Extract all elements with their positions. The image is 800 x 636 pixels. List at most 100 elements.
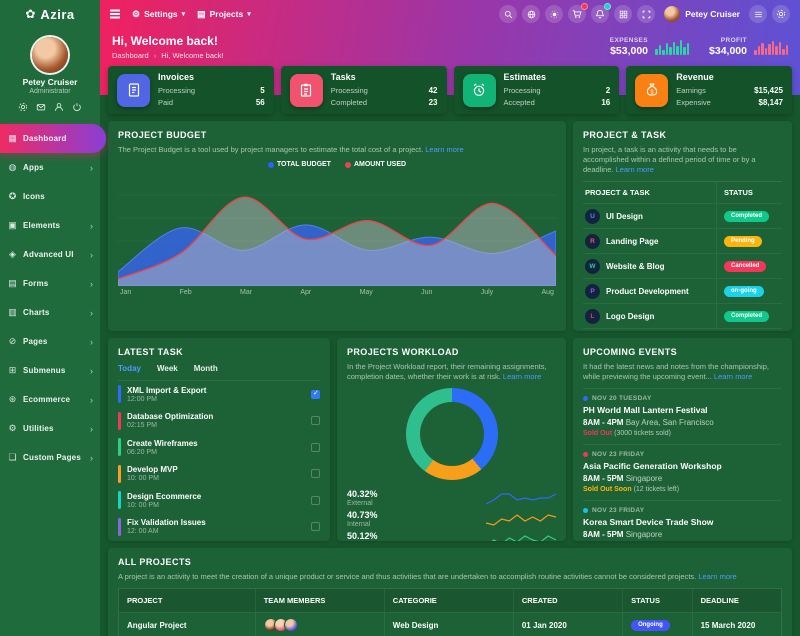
event-status: Sold Out Soon [583,486,632,494]
chevron-right-icon: › [90,278,93,289]
sidebar-item-utilities[interactable]: ⚙ Utilities › [8,423,93,434]
settings-icon[interactable] [18,102,28,112]
tab-month[interactable]: Month [193,364,218,373]
task-checkbox[interactable] [311,389,320,399]
event-dot [583,508,588,514]
sidebar: ✿ Azira Petey Cruiser Administrator ▦ Da… [0,0,106,636]
apps-grid-button[interactable] [614,5,633,23]
hamburger-menu-icon[interactable] [110,13,120,15]
learn-more-link[interactable]: Learn more [502,372,542,382]
sidebar-item-charts[interactable]: ▥ Charts › [8,307,93,318]
latest-task-panel: LATEST TASK Today Week Month XML Import … [108,338,330,541]
learn-more-link[interactable]: Learn more [425,145,464,154]
settings-gear-icon: ⚙ [132,8,141,19]
learn-more-link[interactable]: Learn more [698,572,737,581]
user-avatar[interactable] [32,37,68,73]
legend-total-budget: TOTAL BUDGET [267,161,331,168]
invoices-card[interactable]: Invoices Processing 5 Paid 56 [108,66,274,114]
cart-button[interactable] [568,3,589,23]
projects-briefcase-icon: ▤ [197,8,206,19]
list-toggle-button[interactable] [749,5,767,23]
theme-button[interactable] [545,5,564,23]
sun-icon [550,10,559,18]
tasks-card[interactable]: Tasks Processing 42 Completed 23 [280,66,447,114]
task-item[interactable]: Develop MVP 10: 00 PM [118,461,320,488]
task-item[interactable]: Fix Validation Issues 12: 00 AM [118,514,320,541]
language-button[interactable] [522,5,541,23]
tab-today[interactable]: Today [118,364,141,373]
table-row: R Landing Page Pending [583,229,782,255]
all-projects-panel: ALL PROJECTS A project is an activity to… [108,548,792,636]
project-initial-avatar: U [585,208,600,224]
mail-icon[interactable] [36,102,46,112]
advanced-ui-icon: ◈ [9,249,16,259]
task-item[interactable]: Create Wireframes 06:20 PM [118,434,320,461]
estimates-card[interactable]: Estimates Processing 2 Accepted 16 [453,66,620,114]
settings-menu[interactable]: ⚙ Settings ▾ [132,8,186,20]
navbar-actions: Petey Cruiser [499,3,790,23]
panel-title: PROJECT BUDGET [118,130,207,140]
search-button[interactable] [499,5,518,23]
chevron-right-icon: › [90,162,93,173]
brand-logo[interactable]: ✿ Azira [0,0,100,28]
sidebar-item-forms[interactable]: ▤ Forms › [8,278,93,289]
pages-icon: ⊘ [8,336,17,346]
gear-icon [776,9,786,19]
legend-dot [344,161,351,168]
user-menu[interactable]: Petey Cruiser [664,6,740,22]
sidebar-menu: ▦ Dashboard ◍ Apps › ✪ Icons ▣ Elements … [0,124,106,472]
sidebar-item-dashboard[interactable]: ▦ Dashboard [0,124,106,153]
tab-week[interactable]: Week [156,364,178,373]
task-checkbox[interactable] [311,416,320,426]
event-status: Sold Out [583,430,613,438]
settings-gear-button[interactable] [772,5,790,23]
notifications-badge [604,3,612,10]
search-icon [504,10,512,18]
content-grid: PROJECT BUDGET The Project Budget is a t… [100,114,800,636]
list-icon [754,11,762,17]
utilities-icon: ⚙ [8,423,17,433]
event-item[interactable]: NOV 23 FRIDAY Korea Smart Device Trade S… [583,500,782,541]
sidebar-item-custom-pages[interactable]: ❏ Custom Pages › [8,452,93,463]
task-item[interactable]: Database Optimization 02:15 PM [118,408,320,435]
forms-icon: ▤ [8,278,17,288]
breadcrumb-current: Hi, Welcome back! [161,51,224,60]
sidebar-item-ecommerce[interactable]: ⊛ Ecommerce › [8,394,93,405]
task-checkbox[interactable] [311,442,320,452]
event-item[interactable]: NOV 23 FRIDAY Asia Pacific Generation Wo… [583,444,782,500]
event-dot [583,396,588,402]
panel-title: ALL PROJECTS [118,557,192,567]
projects-menu[interactable]: ▤ Projects ▾ [197,8,251,20]
stat-cards-row: Invoices Processing 5 Paid 56 Tasks Proces… [100,66,800,114]
sidebar-item-submenus[interactable]: ⊞ Submenus › [8,365,93,376]
breadcrumb-root[interactable]: Dashboard [112,51,149,60]
icons-icon: ✪ [8,191,17,201]
task-item[interactable]: Design Ecommerce 10: 00 PM [118,487,320,514]
sidebar-item-elements[interactable]: ▣ Elements › [8,220,93,231]
cart-badge [581,3,589,10]
chevron-right-icon: › [90,307,93,318]
power-icon[interactable] [72,102,82,112]
header-metrics: EXPENSES $53,000 PROFIT $34,000 [610,37,788,57]
learn-more-link[interactable]: Learn more [615,165,654,175]
svg-text:$: $ [650,89,653,95]
task-checkbox[interactable] [311,522,320,532]
sidebar-item-icons[interactable]: ✪ Icons [8,191,45,201]
table-row[interactable]: Angular Project Web Design 01 Jan 2020 O… [119,612,781,636]
notifications-button[interactable] [591,3,612,23]
sidebar-item-pages[interactable]: ⊘ Pages › [8,336,93,347]
panel-title: LATEST TASK [118,347,184,357]
task-checkbox[interactable] [311,495,320,505]
sidebar-item-apps[interactable]: ◍ Apps › [8,162,93,173]
fullscreen-button[interactable] [637,5,656,23]
user-icon[interactable] [54,102,64,112]
event-item[interactable]: NOV 20 TUESDAY PH World Mall Lantern Fes… [583,388,782,444]
sidebar-item-advanced-ui[interactable]: ◈ Advanced UI › [0,240,100,269]
revenue-card[interactable]: $ Revenue Earnings $15,425 Expensive $8,14… [626,66,792,114]
task-checkbox[interactable] [311,469,320,479]
learn-more-link[interactable]: Learn more [713,372,753,382]
chevron-right-icon: › [90,423,93,434]
table-row: W Website & Blog Cancelled [583,254,782,280]
panel-title: PROJECTS WORKLOAD [347,347,459,357]
task-item[interactable]: XML Import & Export 12:00 PM [118,381,320,408]
